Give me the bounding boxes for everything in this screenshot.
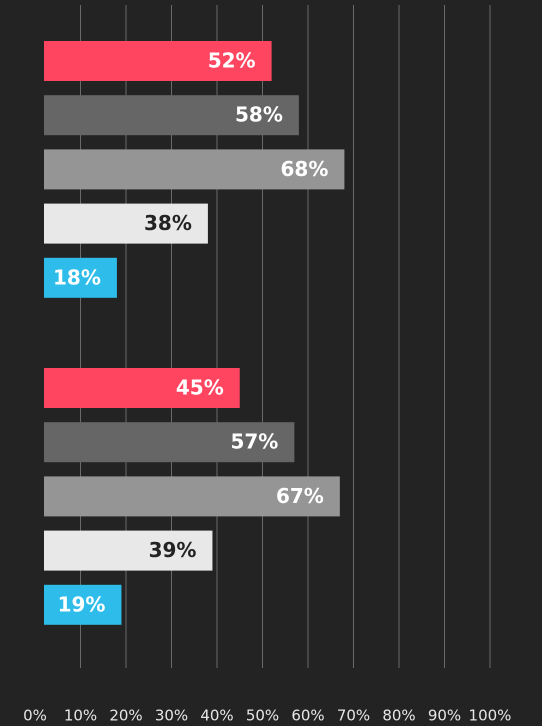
- value-label: 39%: [149, 538, 197, 562]
- bar: [44, 476, 340, 517]
- value-label: 45%: [176, 376, 224, 400]
- value-label: 52%: [208, 49, 256, 73]
- x-tick-label: 80%: [382, 707, 415, 725]
- x-tick-label: 30%: [155, 707, 188, 725]
- x-tick-label: 60%: [291, 707, 324, 725]
- value-label: 38%: [144, 211, 192, 235]
- x-tick-label: 70%: [337, 707, 370, 725]
- x-tick-label: 0%: [23, 707, 47, 725]
- value-label: 68%: [281, 157, 329, 181]
- x-tick-label: 50%: [246, 707, 279, 725]
- bar: [44, 422, 295, 463]
- value-label: 18%: [53, 265, 101, 289]
- bar: [44, 95, 299, 136]
- value-label: 19%: [58, 592, 106, 616]
- x-tick-label: 90%: [428, 707, 461, 725]
- bar: [44, 530, 213, 571]
- bar: [44, 203, 208, 244]
- value-label: 58%: [235, 103, 283, 127]
- bar: [44, 41, 272, 81]
- bar: [44, 257, 117, 298]
- value-label: 67%: [276, 484, 324, 508]
- bar: [44, 584, 122, 625]
- x-tick-label: 40%: [200, 707, 233, 725]
- bar: [44, 149, 345, 190]
- x-tick-label: 10%: [64, 707, 97, 725]
- value-label: 57%: [230, 430, 278, 454]
- bar: [44, 368, 240, 408]
- x-tick-label: 20%: [109, 707, 142, 725]
- x-tick-label: 100%: [469, 707, 512, 725]
